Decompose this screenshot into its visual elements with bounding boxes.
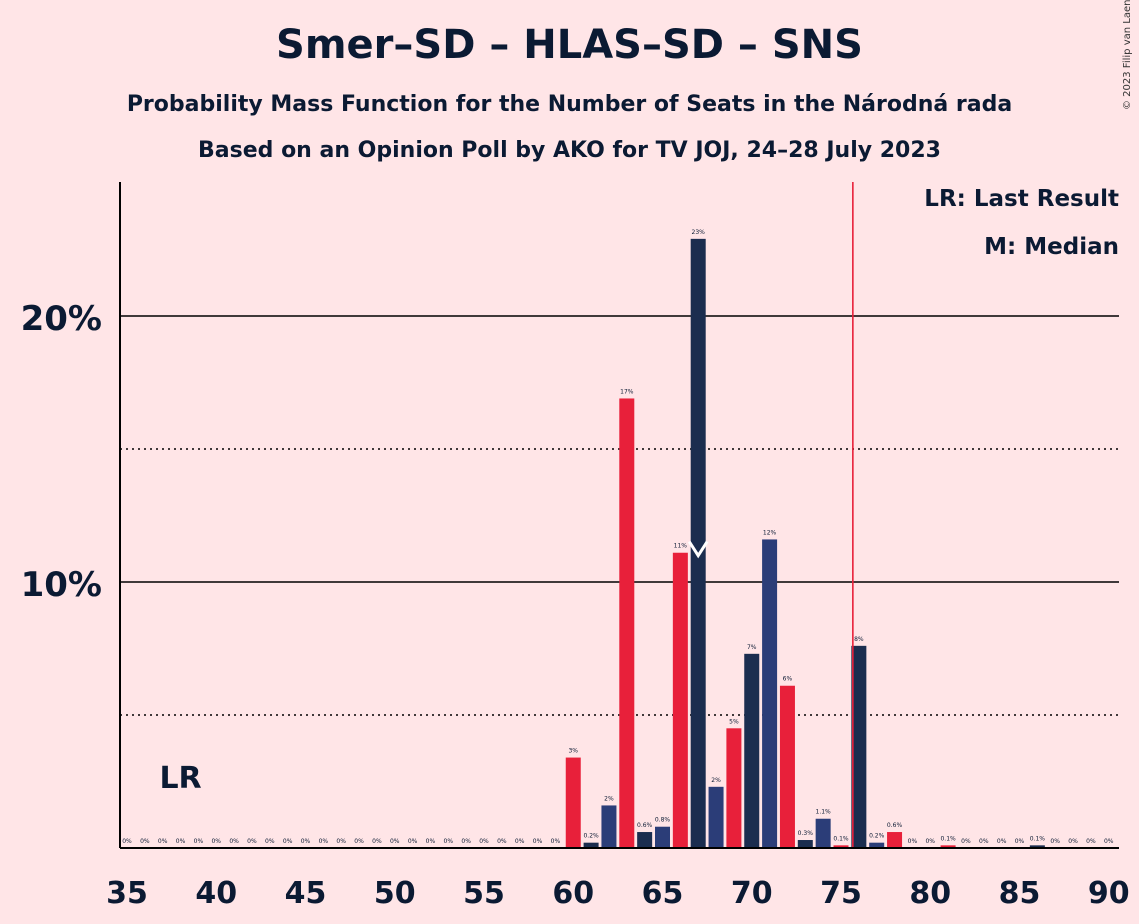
x-tick-label: 45 [285, 876, 327, 911]
bar-value-label: 0% [925, 838, 935, 845]
bar [887, 832, 903, 848]
bar [779, 685, 795, 848]
bar-value-label: 0% [408, 838, 418, 845]
bar-value-label: 0% [301, 838, 311, 845]
bar-value-label: 0% [479, 838, 489, 845]
x-tick-label: 80 [909, 876, 951, 911]
bar-value-label: 0.2% [869, 833, 885, 840]
bar-value-label: 0% [390, 838, 400, 845]
bar-value-label: 0% [1050, 838, 1060, 845]
bar-value-label: 0% [997, 838, 1007, 845]
bar-value-label: 0% [122, 838, 132, 845]
bar-value-label: 17% [620, 388, 634, 395]
x-tick-label: 70 [731, 876, 773, 911]
bar-value-label: 0% [140, 838, 150, 845]
bar [637, 832, 653, 848]
bar-value-label: 0.1% [940, 835, 956, 842]
bar-value-label: 0% [426, 838, 436, 845]
bar [940, 845, 956, 848]
bar [815, 818, 831, 848]
bar-value-label: 0% [1015, 838, 1025, 845]
bar-value-label: 2% [711, 777, 721, 784]
bar-value-label: 6% [783, 676, 793, 683]
bar-value-label: 1.1% [816, 809, 832, 816]
bar-value-label: 0% [979, 838, 989, 845]
bar [869, 842, 885, 848]
bar-value-label: 0% [497, 838, 507, 845]
bar-value-label: 0% [461, 838, 471, 845]
legend-last-result: LR: Last Result [924, 186, 1119, 212]
x-tick-label: 60 [552, 876, 594, 911]
bar-value-label: 11% [674, 543, 688, 550]
y-tick-label: 10% [21, 565, 102, 605]
y-tick-label: 20% [21, 299, 102, 339]
bar [797, 840, 813, 848]
median-marker [687, 540, 709, 559]
last-result-label: LR [159, 761, 201, 796]
bar-value-label: 5% [729, 718, 739, 725]
bar-value-label: 2% [604, 795, 614, 802]
bar-value-label: 0% [229, 838, 239, 845]
bar-value-label: 0% [354, 838, 364, 845]
bar-value-label: 0% [961, 838, 971, 845]
bar-value-label: 0.2% [583, 833, 599, 840]
bar-value-label: 0.3% [798, 830, 814, 837]
bar-value-label: 23% [692, 229, 706, 236]
bar-value-label: 0% [515, 838, 525, 845]
x-tick-label: 65 [642, 876, 684, 911]
bar-value-label: 0% [1068, 838, 1078, 845]
bar [851, 645, 867, 848]
bar-value-label: 0% [247, 838, 257, 845]
bar-value-label: 0% [265, 838, 275, 845]
bar-value-label: 8% [854, 636, 864, 643]
bar [690, 238, 706, 849]
legend-median: M: Median [984, 234, 1119, 260]
x-tick-label: 35 [106, 876, 148, 911]
bar-value-label: 0% [908, 838, 918, 845]
bar-value-label: 0% [533, 838, 543, 845]
bar-value-label: 0.1% [833, 835, 849, 842]
bar-value-label: 0% [551, 838, 561, 845]
bar-value-label: 7% [747, 644, 757, 651]
bar [601, 805, 617, 848]
chart-subtitle-source: Based on an Opinion Poll by AKO for TV J… [198, 138, 941, 163]
bar-value-label: 3% [568, 748, 578, 755]
bar-value-label: 0% [1086, 838, 1096, 845]
bar-value-label: 0% [1104, 838, 1114, 845]
bar [565, 757, 581, 848]
bar-value-label: 0% [176, 838, 186, 845]
x-tick-label: 75 [820, 876, 862, 911]
x-tick-label: 85 [999, 876, 1041, 911]
x-tick-label: 50 [374, 876, 416, 911]
bar [672, 552, 688, 848]
x-tick-label: 90 [1088, 876, 1130, 911]
bar [655, 826, 670, 848]
bar-value-label: 0.6% [887, 822, 903, 829]
bar [1029, 845, 1045, 848]
bar-value-label: 0% [336, 838, 346, 845]
bar [726, 728, 742, 848]
x-tick-label: 55 [463, 876, 505, 911]
bar-value-label: 0% [372, 838, 382, 845]
x-tick-label: 40 [195, 876, 237, 911]
bar-value-label: 0% [444, 838, 454, 845]
bar [833, 845, 849, 848]
bar-value-label: 0.6% [637, 822, 653, 829]
bar-value-label: 12% [763, 529, 777, 536]
bar-value-label: 0% [283, 838, 293, 845]
bar-value-label: 0% [158, 838, 168, 845]
bar-value-label: 0.1% [1030, 835, 1046, 842]
bar [619, 398, 635, 848]
chart-title: Smer–SD – HLAS–SD – SNS [276, 22, 863, 68]
chart-subtitle: Probability Mass Function for the Number… [126, 92, 1013, 117]
bar [762, 539, 778, 848]
bar [744, 653, 760, 848]
bar-value-label: 0% [211, 838, 221, 845]
bar-value-label: 0% [319, 838, 329, 845]
bar-value-label: 0.8% [655, 817, 671, 824]
bar [583, 842, 599, 848]
bar [708, 786, 724, 848]
bar-value-label: 0% [194, 838, 204, 845]
